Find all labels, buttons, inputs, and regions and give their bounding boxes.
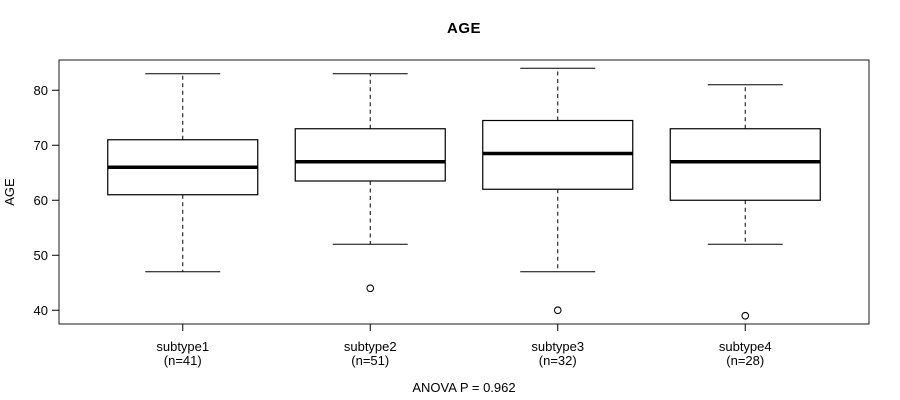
outlier-point <box>553 306 562 315</box>
outlier-point <box>366 284 375 293</box>
y-tick-label: 60 <box>34 193 48 208</box>
iqr-box <box>669 128 821 201</box>
iqr-box <box>294 128 446 182</box>
y-tick-label: 80 <box>34 83 48 98</box>
y-tick-label: 70 <box>34 138 48 153</box>
boxplot-subtype2 <box>294 73 446 293</box>
x-axis: subtype1(n=41) subtype2(n=51) subtype3(n=3… <box>156 324 772 368</box>
boxplot-subtype4 <box>669 84 821 320</box>
boxplot-subtype1 <box>107 73 259 273</box>
plot-frame <box>58 59 870 325</box>
x-tick-label: subtype4 <box>719 339 772 354</box>
x-tick-label: subtype3 <box>531 339 584 354</box>
x-tick-sublabel: (n=32) <box>539 353 577 368</box>
x-tick-sublabel: (n=28) <box>726 353 764 368</box>
x-tick-sublabel: (n=41) <box>164 353 202 368</box>
y-tick-label: 40 <box>34 303 48 318</box>
x-tick-label: subtype1 <box>156 339 209 354</box>
y-axis-label: AGE <box>2 178 17 206</box>
anova-annotation: ANOVA P = 0.962 <box>412 380 515 395</box>
x-tick-sublabel: (n=51) <box>351 353 389 368</box>
y-tick-label: 50 <box>34 248 48 263</box>
outlier-point <box>741 311 750 320</box>
y-axis: 40 50 60 70 80 <box>34 83 59 318</box>
boxplot-subtype3 <box>482 67 634 315</box>
x-tick-label: subtype2 <box>344 339 397 354</box>
chart-title: AGE <box>447 20 481 37</box>
boxplots <box>107 67 821 320</box>
